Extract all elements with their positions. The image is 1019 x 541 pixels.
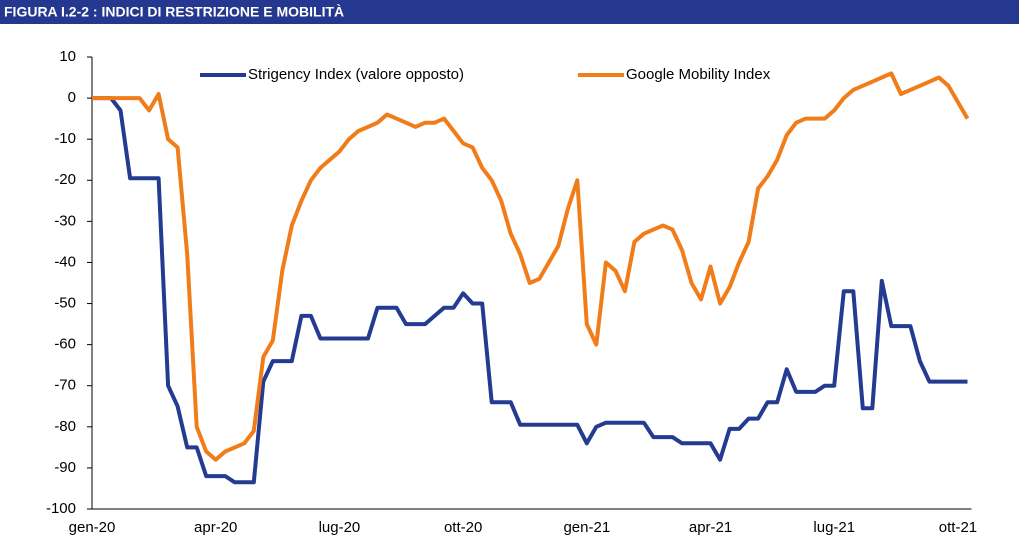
x-tick-label: ott-21 — [939, 519, 977, 536]
y-tick-label: -40 — [54, 253, 76, 270]
y-tick-label: -60 — [54, 336, 76, 353]
x-tick-label: gen-21 — [563, 519, 610, 536]
x-tick-label: apr-21 — [689, 519, 732, 536]
legend-label: Strigency Index (valore opposto) — [248, 66, 464, 83]
x-tick-label: lug-21 — [813, 519, 855, 536]
title-bar — [0, 0, 1019, 24]
y-tick-label: -100 — [46, 500, 76, 517]
series-line — [92, 71, 970, 462]
series-line — [92, 96, 968, 485]
y-tick-label: -50 — [54, 295, 76, 312]
y-tick-label: -70 — [54, 377, 76, 394]
y-tick-label: -80 — [54, 418, 76, 435]
x-tick-label: gen-20 — [69, 519, 116, 536]
y-tick-label: -90 — [54, 459, 76, 476]
chart-title: FIGURA I.2-2 : INDICI DI RESTRIZIONE E M… — [4, 4, 344, 20]
y-tick-label: 10 — [59, 48, 76, 65]
x-tick-label: lug-20 — [319, 519, 361, 536]
y-tick-label: -20 — [54, 171, 76, 188]
x-tick-label: apr-20 — [194, 519, 237, 536]
y-tick-label: -30 — [54, 212, 76, 229]
x-tick-label: ott-20 — [444, 519, 482, 536]
y-tick-label: 0 — [68, 89, 76, 106]
y-tick-label: -10 — [54, 130, 76, 147]
legend-label: Google Mobility Index — [626, 66, 771, 83]
